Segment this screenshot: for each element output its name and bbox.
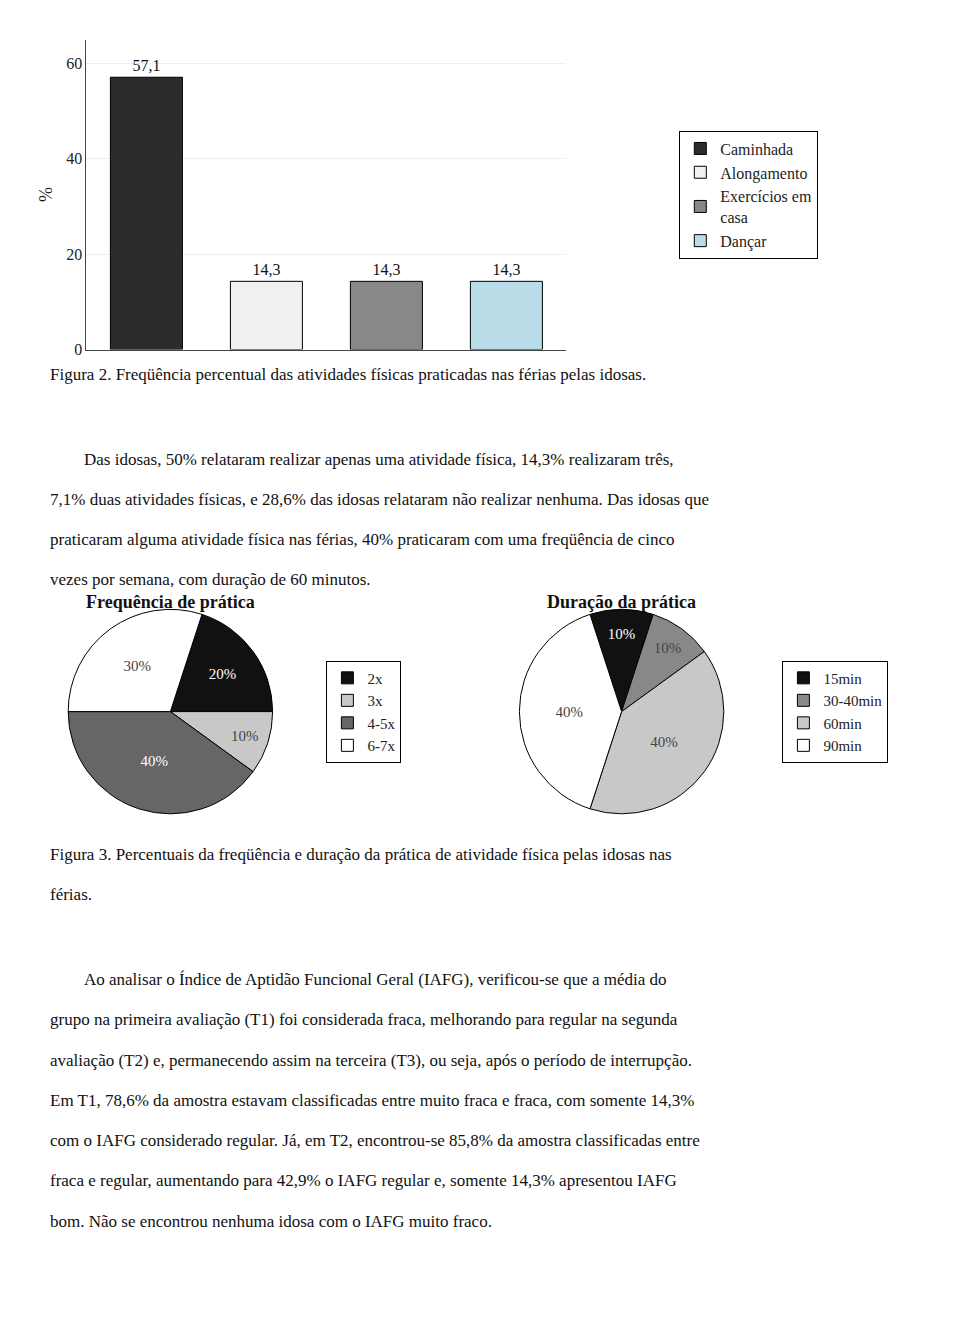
svg-text:14,3: 14,3 bbox=[252, 261, 280, 278]
svg-text:10%: 10% bbox=[654, 640, 682, 656]
svg-text:avaliação (T2) e, permanecendo: avaliação (T2) e, permanecendo assim na … bbox=[50, 1051, 692, 1070]
svg-text:4-5x: 4-5x bbox=[367, 716, 395, 732]
svg-text:30%: 30% bbox=[123, 658, 151, 674]
svg-text:Em T1, 78,6% da amostra estava: Em T1, 78,6% da amostra estavam classifi… bbox=[50, 1091, 695, 1110]
svg-text:2x: 2x bbox=[367, 671, 383, 687]
svg-text:Dançar: Dançar bbox=[720, 233, 767, 251]
svg-text:15min: 15min bbox=[823, 671, 862, 687]
svg-text:14,3: 14,3 bbox=[372, 261, 400, 278]
svg-text:20: 20 bbox=[66, 246, 82, 263]
svg-text:Exercícios emcasa: Exercícios emcasa bbox=[720, 188, 812, 226]
svg-text:60min: 60min bbox=[823, 716, 862, 732]
svg-text:40%: 40% bbox=[650, 734, 678, 750]
svg-text:Figura 3. Percentuais da freqü: Figura 3. Percentuais da freqüência e du… bbox=[50, 845, 672, 864]
svg-text:90min: 90min bbox=[823, 738, 862, 754]
svg-text:57,1: 57,1 bbox=[132, 57, 160, 74]
svg-text:40%: 40% bbox=[555, 704, 583, 720]
svg-text:30-40min: 30-40min bbox=[823, 693, 882, 709]
svg-text:10%: 10% bbox=[231, 728, 259, 744]
svg-text:14,3: 14,3 bbox=[492, 261, 520, 278]
svg-text:6-7x: 6-7x bbox=[367, 738, 395, 754]
svg-text:Ao analisar o Índice de Aptidã: Ao analisar o Índice de Aptidão Funciona… bbox=[50, 970, 667, 989]
svg-text:7,1% duas atividades físicas,: 7,1% duas atividades físicas, e 28,6% da… bbox=[50, 490, 709, 509]
svg-text:férias.: férias. bbox=[50, 885, 92, 904]
svg-text:Alongamento: Alongamento bbox=[720, 164, 807, 182]
svg-text:bom. Não se encontrou nenhuma: bom. Não se encontrou nenhuma idosa com … bbox=[50, 1212, 492, 1231]
svg-text:fraca e regular, aumentando pa: fraca e regular, aumentando para 42,9% o… bbox=[50, 1171, 677, 1190]
svg-text:10%: 10% bbox=[608, 626, 636, 642]
svg-text:com o IAFG considerado regular: com o IAFG considerado regular. Já, em T… bbox=[50, 1131, 700, 1150]
svg-text:%: % bbox=[36, 187, 56, 202]
svg-text:20%: 20% bbox=[209, 666, 237, 682]
svg-text:Frequência de prática: Frequência de prática bbox=[86, 592, 255, 612]
svg-text:60: 60 bbox=[66, 55, 82, 72]
svg-text:Caminhada: Caminhada bbox=[720, 141, 793, 158]
svg-text:Das idosas, 50% relataram real: Das idosas, 50% relataram realizar apena… bbox=[50, 450, 674, 469]
svg-text:3x: 3x bbox=[367, 693, 383, 709]
svg-text:Figura 2. Freqüência percentua: Figura 2. Freqüência percentual das ativ… bbox=[50, 365, 646, 384]
svg-text:40: 40 bbox=[66, 150, 82, 167]
svg-text:0: 0 bbox=[74, 341, 82, 358]
svg-text:praticaram alguma atividade fí: praticaram alguma atividade física nas f… bbox=[50, 530, 674, 549]
svg-text:Duração da prática: Duração da prática bbox=[547, 592, 696, 612]
svg-text:grupo na primeira avaliação (T: grupo na primeira avaliação (T1) foi con… bbox=[50, 1010, 678, 1029]
svg-text:40%: 40% bbox=[140, 753, 168, 769]
svg-text:vezes por semana, com duração: vezes por semana, com duração de 60 minu… bbox=[50, 570, 371, 589]
